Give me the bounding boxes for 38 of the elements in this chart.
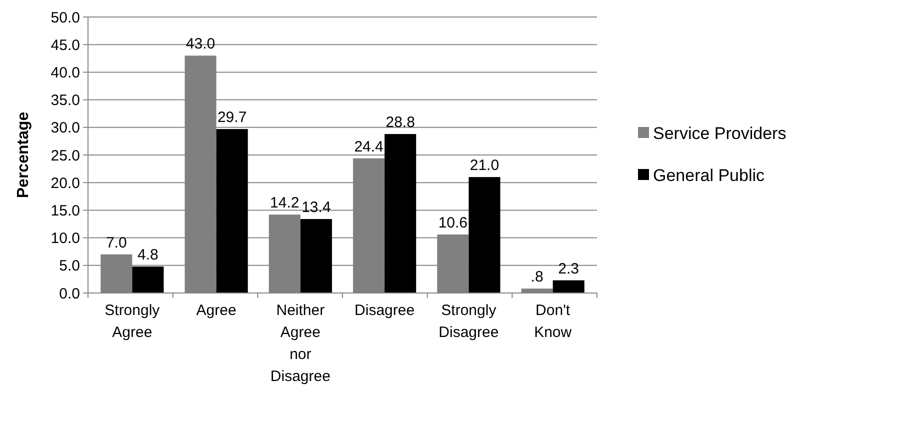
y-tick-label: 0.0 [59, 285, 80, 302]
data-label: 24.4 [354, 138, 384, 156]
data-label: 2.3 [558, 260, 580, 278]
x-tick-label: Agree [196, 302, 236, 319]
y-tick-label: 15.0 [50, 202, 80, 220]
data-label: 10.6 [438, 214, 468, 232]
bar [216, 129, 248, 293]
legend-label: General Public [653, 166, 766, 185]
data-label: 29.7 [217, 109, 247, 126]
y-tick-label: 10.0 [50, 230, 80, 248]
legend-label: Service Providers [653, 124, 786, 143]
y-axis-title: Percentage [15, 112, 32, 198]
data-label: 21.0 [470, 157, 500, 174]
x-tick-label: Strongly Disagree [438, 302, 499, 341]
bar [300, 219, 332, 293]
bar [552, 280, 584, 293]
y-tick-label: 35.0 [50, 92, 80, 110]
y-tick-label: 40.0 [50, 64, 80, 82]
y-tick-label: 30.0 [50, 120, 80, 137]
y-tick-label: 45.0 [50, 36, 80, 54]
y-tick-label: 5.0 [59, 258, 80, 275]
bar [384, 134, 416, 293]
x-tick-label: Neither Agree nor Disagree [270, 302, 330, 385]
data-label: 14.2 [270, 194, 300, 212]
x-tick-label: Disagree [354, 302, 415, 319]
x-tick-label: Strongly Agree [104, 302, 160, 341]
y-tick-label: 20.0 [50, 174, 80, 192]
data-label: .8 [530, 268, 544, 286]
data-label: 13.4 [302, 199, 331, 216]
x-tick-label: Don't Know [534, 302, 572, 341]
bar [132, 266, 164, 293]
data-label: 7.0 [106, 234, 127, 252]
data-label: 28.8 [386, 114, 415, 132]
data-label: 4.8 [138, 246, 158, 264]
y-tick-label: 25.0 [50, 147, 80, 164]
data-label: 43.0 [186, 36, 216, 53]
bar [468, 177, 500, 293]
y-tick-label: 50.0 [50, 9, 80, 26]
